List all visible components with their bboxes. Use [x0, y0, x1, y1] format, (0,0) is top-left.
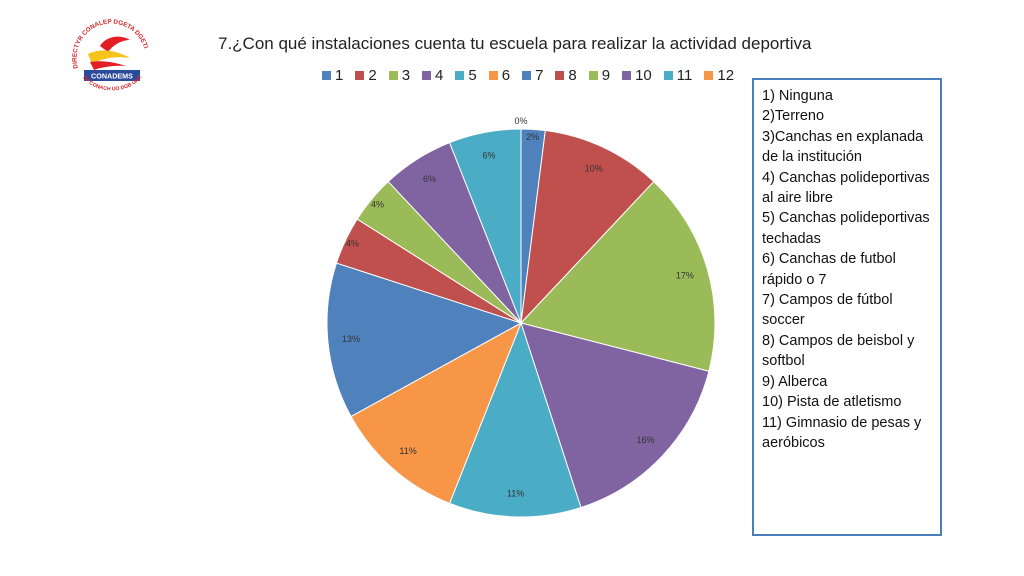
legend-swatch-1 [322, 71, 331, 80]
legend-item-6: 6 [488, 67, 511, 84]
legend-item-7: 7 [522, 67, 543, 84]
pie-slice-12 [448, 128, 522, 324]
legend-swatch-8 [555, 71, 565, 80]
legend-label-3: 3 [401, 67, 411, 84]
data-label-6: 11% [507, 489, 524, 499]
legend-item-4: 4 [422, 67, 443, 84]
legend-item-2: 2 [355, 67, 377, 84]
legend-item-11: 11 [663, 67, 693, 84]
chart-title: 7.¿Con qué instalaciones cuenta tu escue… [218, 34, 812, 53]
legend-swatch-2 [355, 71, 365, 80]
info-item-9: 9) Alberca [762, 373, 828, 390]
legend-label-9: 9 [601, 67, 611, 84]
legend-swatch-10 [622, 71, 632, 80]
legend-label-12: 12 [717, 67, 735, 84]
data-label-4: 17% [676, 270, 694, 280]
legend-item-10: 10 [622, 67, 652, 84]
legend-label-5: 5 [468, 67, 477, 84]
legend-label-7: 7 [535, 67, 544, 84]
legend-item-12: 12 [704, 67, 734, 84]
legend-swatch-4 [422, 71, 432, 80]
info-item-7: 7) Campos de fútbol soccer [762, 292, 893, 329]
info-item-6: 6) Canchas de futbol rápido o 7 [762, 251, 896, 288]
info-item-1: 1) Ninguna [762, 88, 833, 104]
data-label-3: 10% [585, 164, 603, 174]
pie-slice-5 [520, 322, 710, 509]
info-item-5: 5) Canchas polideportivas techadas [762, 210, 930, 247]
legend-swatch-3 [388, 71, 398, 80]
categories-info-box: 1) Ninguna 2)Terreno 3)Canchas en explan… [752, 78, 942, 536]
data-label-2: 2% [526, 132, 539, 142]
logo-text-mid: CONADEMS [91, 72, 133, 81]
data-label-9: 4% [346, 239, 359, 249]
data-label-10: 4% [371, 199, 384, 209]
chart-legend: 1 2 3 4 5 6 7 8 9 10 11 12 [322, 67, 734, 84]
legend-label-8: 8 [568, 67, 577, 84]
legend-swatch-5 [455, 71, 465, 80]
pie-slice-3 [520, 129, 655, 325]
data-label-12: 6% [483, 150, 496, 160]
info-item-3: 3)Canchas en explanada de la institución [762, 128, 924, 166]
legend-item-1: 1 [322, 67, 343, 84]
pie-slice-7 [350, 321, 522, 505]
legend-label-1: 1 [335, 67, 344, 84]
data-label-8: 13% [342, 334, 360, 344]
legend-swatch-9 [588, 71, 598, 80]
info-item-11: 11) Gimnasio de pesas y aeróbicos [762, 414, 922, 451]
legend-label-6: 6 [501, 67, 511, 84]
info-item-2: 2)Terreno [762, 108, 825, 125]
conadems-logo: DIRECTYR CONALEP DGETA DGETI IPN CONADEM… [70, 18, 149, 92]
data-label-7: 11% [399, 446, 416, 456]
pie-slice-4 [520, 180, 716, 372]
legend-swatch-11 [663, 71, 673, 80]
info-item-8: 8) Campos de beisbol y softbol [762, 332, 915, 370]
legend-item-8: 8 [555, 67, 577, 84]
data-label-1: 0% [514, 116, 527, 126]
legend-label-4: 4 [435, 67, 444, 84]
info-item-10: 10) Pista de atletismo [762, 394, 902, 411]
info-item-4: 4) Canchas polideportivas al aire libre [762, 169, 930, 207]
data-label-11: 6% [423, 174, 436, 184]
legend-swatch-12 [704, 71, 714, 80]
pie-slice-6 [448, 321, 582, 518]
legend-item-3: 3 [388, 67, 411, 84]
legend-swatch-6 [488, 71, 498, 80]
legend-item-9: 9 [588, 67, 611, 84]
data-label-5: 16% [636, 435, 654, 445]
legend-label-11: 11 [676, 67, 693, 84]
legend-label-10: 10 [635, 67, 652, 84]
legend-item-5: 5 [455, 67, 477, 84]
pie-slice-8 [326, 262, 523, 418]
legend-label-2: 2 [368, 67, 377, 84]
legend-swatch-7 [522, 71, 532, 80]
